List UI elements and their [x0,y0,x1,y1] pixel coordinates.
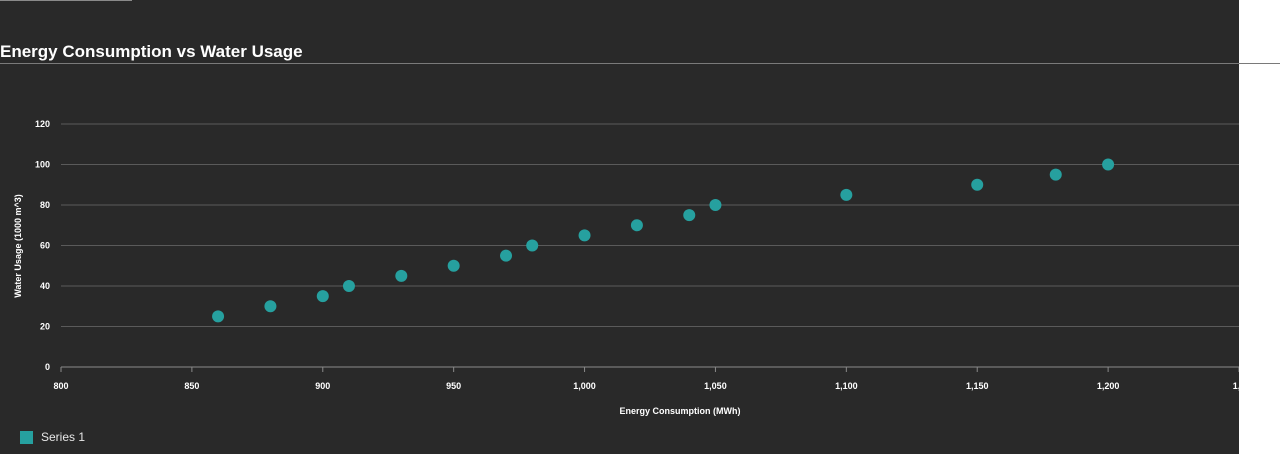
x-axis-title: Energy Consumption (MWh) [620,406,741,416]
legend-label-series-1[interactable]: Series 1 [41,430,86,444]
legend-swatch-series-1 [20,430,33,444]
x-tick-label: 950 [446,381,461,391]
x-tick-label: 1,150 [966,381,989,391]
data-point [840,188,853,201]
x-tick-label: 850 [184,381,199,391]
x-tick-label: 900 [315,381,330,391]
y-tick-label: 80 [40,200,50,210]
y-tick-label: 120 [35,119,50,129]
data-point [1102,158,1115,171]
data-point [264,300,277,313]
data-point [683,209,696,222]
x-tick-label: 800 [53,381,68,391]
top-tab-indicator [0,0,132,1]
data-point [212,310,225,323]
data-point [578,229,591,242]
legend: Series 1 [20,430,85,444]
data-point [316,290,329,303]
title-divider [0,63,1280,64]
data-point [630,219,643,232]
data-point [971,178,984,191]
y-axis-title: Water Usage (1000 m^3) [13,194,23,297]
x-tick-label: 1,100 [835,381,858,391]
y-tick-label: 60 [40,241,50,251]
data-point [500,249,513,262]
data-point [342,280,355,292]
data-point [709,199,722,211]
chart-panel: Energy Consumption vs Water Usage 0 20 40 6… [0,0,1239,454]
data-point [395,269,408,282]
y-tick-label: 0 [45,362,50,372]
x-tick-label: 1,000 [573,381,596,391]
data-point [447,259,460,272]
x-tick-label: 1,050 [704,381,727,391]
y-tick-label: 100 [35,160,50,170]
y-tick-label: 40 [40,281,50,291]
data-point [1049,168,1062,181]
y-tick-label: 20 [40,322,50,332]
scatter-plot: 0 20 40 60 80 100 120 800 850 900 950 1,000 1,050 1,1… [13,119,1239,416]
x-tick-label: 1,200 [1097,381,1120,391]
data-point [526,239,539,252]
chart-title: Energy Consumption vs Water Usage [0,42,303,61]
x-tick-label: 1,2 [1233,381,1239,391]
